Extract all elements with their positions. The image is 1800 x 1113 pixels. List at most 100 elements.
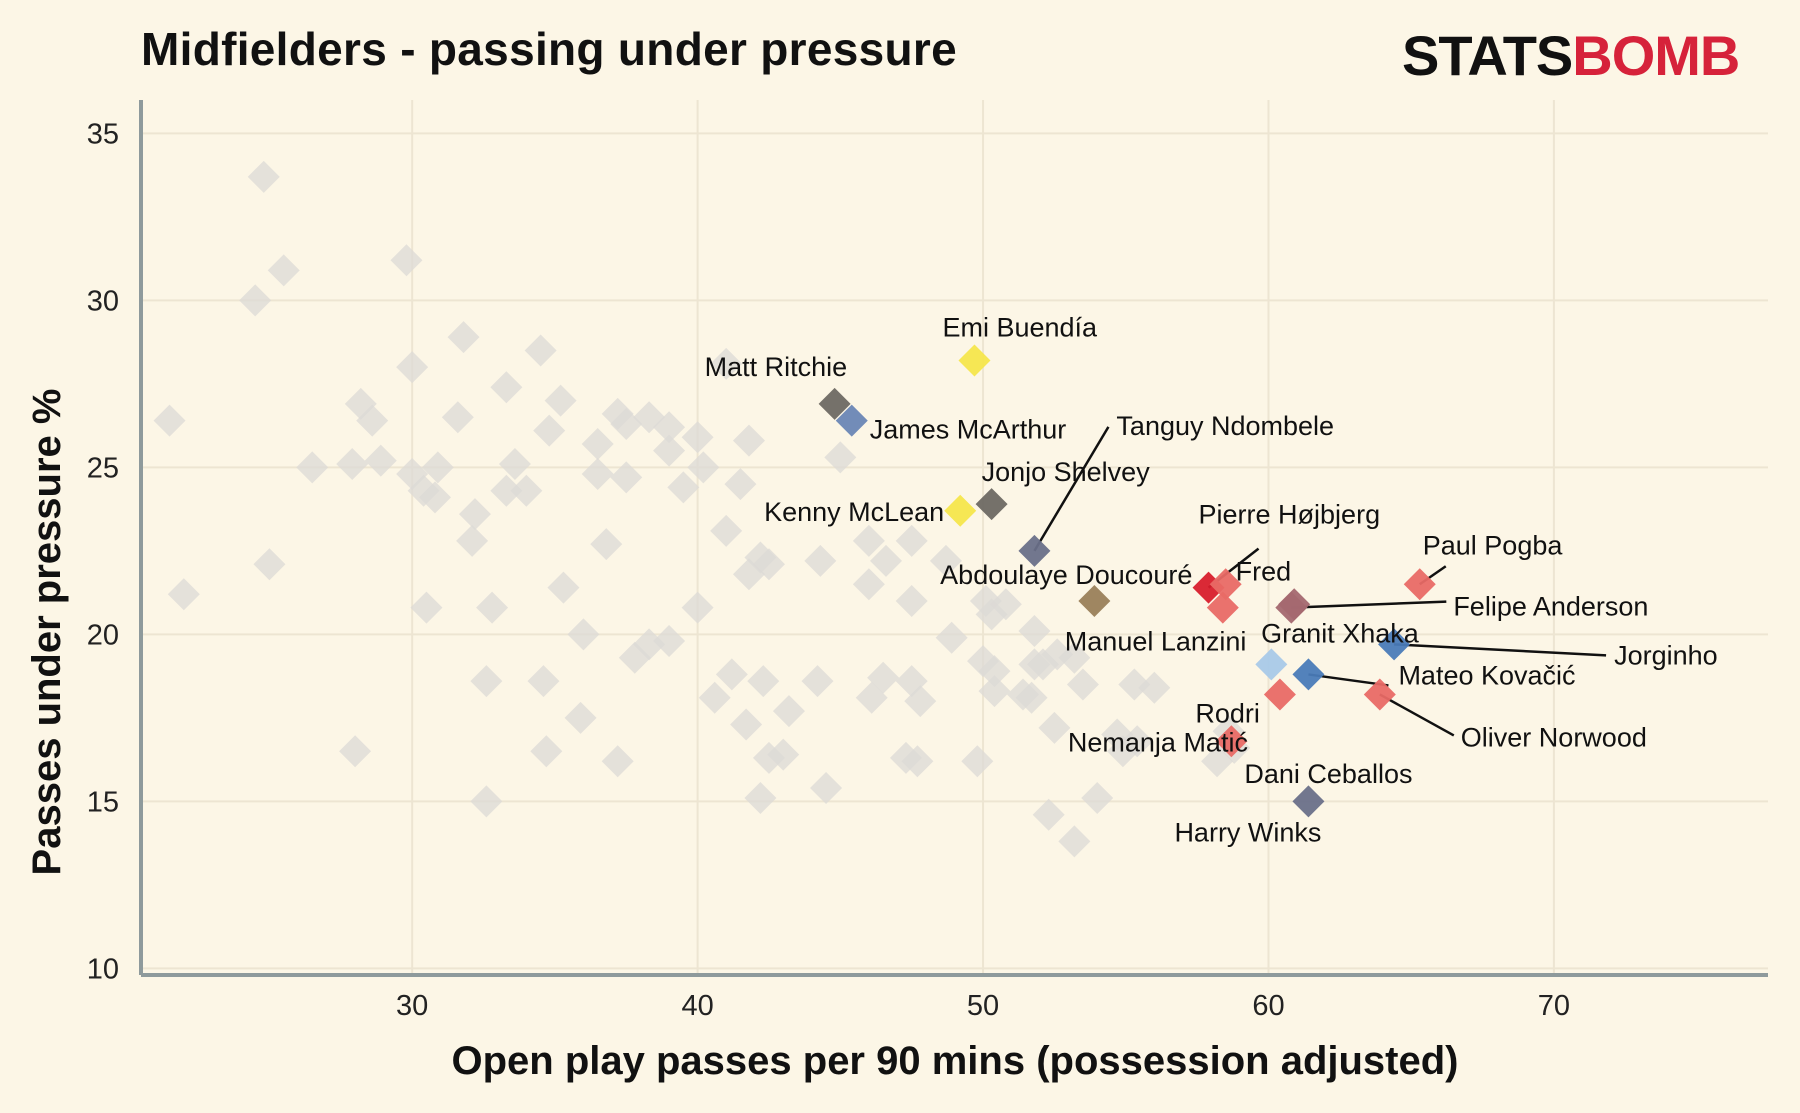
background-point [975, 598, 1008, 631]
background-point [653, 434, 686, 467]
player-label-tanguy-ndombele: Tanguy Ndombele [1116, 411, 1334, 441]
background-point [1058, 641, 1091, 674]
player-label-harry-winks: Harry Winks [1174, 817, 1321, 847]
background-point [490, 474, 523, 507]
background-point [1015, 681, 1048, 714]
background-point [410, 591, 443, 624]
background-point [390, 244, 423, 277]
y-tick-label: 10 [87, 953, 119, 985]
player-point-fred [1209, 568, 1242, 601]
background-point [533, 414, 566, 447]
background-point [810, 771, 843, 804]
background-point [364, 444, 397, 477]
player-point-manuel-lanzini [1206, 591, 1239, 624]
player-label-dani-ceballos: Dani Ceballos [1244, 759, 1412, 789]
axes [139, 100, 1768, 977]
background-point [804, 544, 837, 577]
x-tick-label: 40 [681, 990, 713, 1022]
player-point-tanguy-ndombele [1018, 534, 1051, 567]
background-point [1038, 711, 1071, 744]
background-point [1081, 781, 1114, 814]
player-label-jorginho: Jorginho [1614, 640, 1718, 670]
player-label-granit-xhaka: Granit Xhaka [1261, 618, 1420, 648]
statsbomb-logo: STATSBOMB [1402, 24, 1740, 88]
background-point [681, 421, 714, 454]
x-tick-label: 30 [396, 990, 428, 1022]
background-point [1058, 825, 1091, 858]
background-point [336, 448, 369, 481]
leader-line-oliver-norwood [1379, 693, 1455, 737]
player-label-paul-pogba: Paul Pogba [1423, 530, 1564, 560]
background-point [869, 544, 902, 577]
background-point [544, 384, 577, 417]
player-point-rodri [1255, 648, 1288, 681]
background-point [855, 681, 888, 714]
background-point [527, 665, 560, 698]
logo-text-stats: STATS [1402, 24, 1573, 87]
leader-line-tanguy-ndombele [1033, 426, 1110, 552]
background-point [339, 735, 372, 768]
background-point [581, 427, 614, 460]
player-point-nemanja-matic [1263, 678, 1296, 711]
player-point-abdoulaye-doucoure [1078, 584, 1111, 617]
background-point [470, 785, 503, 818]
background-point [852, 524, 885, 557]
background-point [852, 568, 885, 601]
player-label-fred: Fred [1236, 556, 1292, 586]
background-point [767, 738, 800, 771]
background-point [618, 641, 651, 674]
player-labels: Emi Buendía Matt Ritchie James McArthur Tan… [705, 312, 1718, 847]
logo-text-bomb: BOMB [1572, 24, 1740, 87]
background-point [547, 571, 580, 604]
background-point [296, 451, 329, 484]
background-point [710, 514, 743, 547]
player-point-felipe-anderson [1275, 591, 1308, 624]
background-point [747, 665, 780, 698]
background-point [267, 254, 300, 287]
background-point [801, 665, 834, 698]
background-point [687, 451, 720, 484]
background-point [1118, 668, 1151, 701]
y-tick-label: 15 [87, 786, 119, 818]
background-point [715, 658, 748, 691]
background-point [935, 621, 968, 654]
background-point [564, 701, 597, 734]
background-point [253, 548, 286, 581]
background-point [396, 351, 429, 384]
background-point [1066, 668, 1099, 701]
background-point [421, 451, 454, 484]
background-point [441, 401, 474, 434]
player-label-nemanja-matic: Nemanja Matić [1068, 727, 1248, 757]
leader-line-jorginho [1394, 643, 1607, 657]
player-point-oliver-norwood [1363, 678, 1396, 711]
background-point [447, 321, 480, 354]
background-point [1138, 671, 1171, 704]
player-label-matt-ritchie: Matt Ritchie [705, 352, 848, 382]
background-point [824, 441, 857, 474]
background-point [732, 424, 765, 457]
background-point [167, 578, 200, 611]
background-point [524, 334, 557, 367]
background-point [653, 625, 686, 658]
background-point [710, 347, 743, 380]
background-point [698, 681, 731, 714]
background-point [247, 160, 280, 193]
background-point [153, 404, 186, 437]
background-point [1018, 615, 1051, 648]
background-point [744, 781, 777, 814]
player-point-james-mcarthur [835, 404, 868, 437]
highlighted-points [818, 344, 1436, 818]
background-point [895, 524, 928, 557]
background-point [904, 685, 937, 718]
player-point-jonjo-shelvey [975, 488, 1008, 521]
background-points [153, 160, 1251, 858]
background-point [239, 284, 272, 317]
player-label-emi-buendia: Emi Buendía [942, 312, 1098, 342]
background-point [581, 458, 614, 491]
background-point [681, 591, 714, 624]
x-tick-label: 70 [1538, 990, 1570, 1022]
player-label-manuel-lanzini: Manuel Lanzini [1065, 627, 1247, 657]
background-point [356, 404, 389, 437]
player-label-jonjo-shelvey: Jonjo Shelvey [982, 457, 1151, 487]
